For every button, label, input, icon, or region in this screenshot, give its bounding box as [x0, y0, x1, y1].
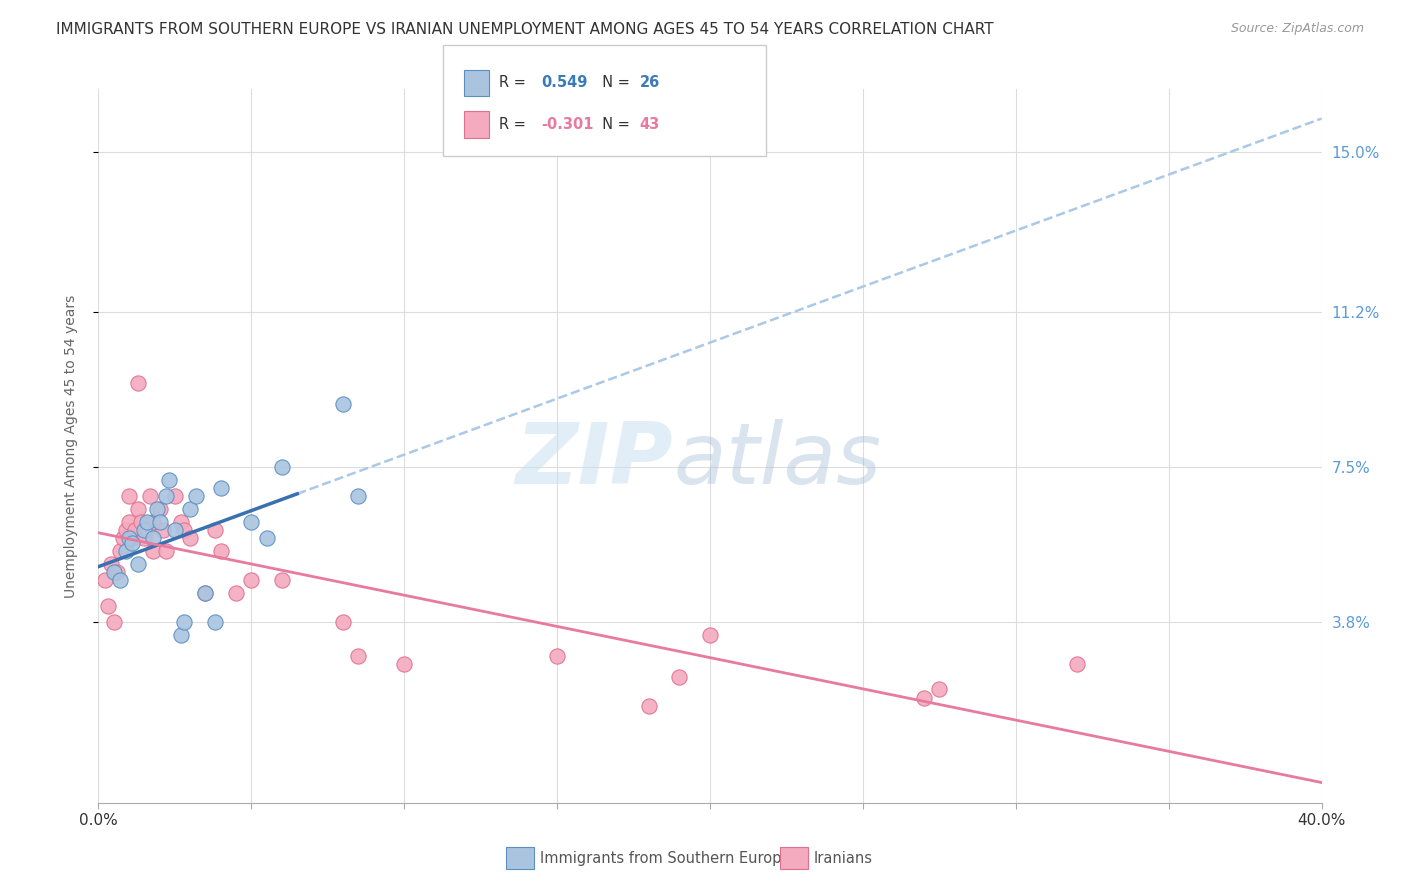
Point — [347, 648, 370, 663]
Text: Immigrants from Southern Europe: Immigrants from Southern Europe — [540, 851, 790, 865]
Point — [240, 515, 263, 529]
Point — [127, 502, 149, 516]
Point — [256, 532, 278, 546]
Point — [163, 523, 186, 537]
Point — [129, 515, 152, 529]
Point — [124, 523, 146, 537]
Point — [121, 532, 143, 546]
Point — [179, 532, 201, 546]
Point — [115, 523, 138, 537]
Point — [145, 502, 167, 516]
Point — [204, 523, 226, 537]
Point — [347, 489, 370, 503]
Point — [270, 574, 292, 588]
Point — [108, 544, 131, 558]
Point — [155, 489, 177, 503]
Point — [204, 615, 226, 630]
Point — [699, 628, 721, 642]
Point — [637, 699, 661, 714]
Text: 43: 43 — [640, 118, 659, 132]
Point — [209, 481, 232, 495]
Point — [121, 535, 143, 549]
Point — [332, 397, 354, 411]
Point — [173, 523, 195, 537]
Point — [100, 557, 122, 571]
Point — [97, 599, 120, 613]
Point — [392, 657, 416, 672]
Point — [103, 565, 125, 579]
Point — [118, 515, 141, 529]
Point — [240, 574, 263, 588]
Point — [1066, 657, 1088, 672]
Text: ZIP: ZIP — [516, 418, 673, 502]
Point — [136, 523, 159, 537]
Point — [170, 515, 193, 529]
Point — [152, 523, 174, 537]
Text: R =: R = — [499, 76, 530, 90]
Point — [115, 544, 138, 558]
Point — [173, 615, 195, 630]
Point — [142, 544, 165, 558]
Point — [546, 648, 568, 663]
Text: N =: N = — [593, 118, 636, 132]
Text: atlas: atlas — [673, 418, 882, 502]
Point — [118, 489, 141, 503]
Text: N =: N = — [593, 76, 636, 90]
Point — [136, 515, 159, 529]
Point — [108, 574, 131, 588]
Point — [163, 489, 186, 503]
Point — [142, 515, 165, 529]
Point — [155, 544, 177, 558]
Point — [186, 489, 208, 503]
Point — [111, 532, 134, 546]
Text: 0.549: 0.549 — [541, 76, 588, 90]
Point — [127, 557, 149, 571]
Text: 26: 26 — [640, 76, 659, 90]
Text: -0.301: -0.301 — [541, 118, 593, 132]
Point — [270, 460, 292, 475]
Point — [170, 628, 193, 642]
Point — [194, 586, 217, 600]
Point — [157, 473, 180, 487]
Point — [912, 690, 935, 705]
Point — [105, 565, 128, 579]
Text: R =: R = — [499, 118, 530, 132]
Point — [194, 586, 217, 600]
Point — [93, 574, 115, 588]
Point — [149, 502, 172, 516]
Point — [179, 502, 201, 516]
Point — [118, 532, 141, 546]
Point — [332, 615, 354, 630]
Point — [142, 532, 165, 546]
Point — [103, 615, 125, 630]
Point — [928, 682, 950, 697]
Point — [134, 532, 156, 546]
Y-axis label: Unemployment Among Ages 45 to 54 years: Unemployment Among Ages 45 to 54 years — [63, 294, 77, 598]
Point — [668, 670, 690, 684]
Text: IMMIGRANTS FROM SOUTHERN EUROPE VS IRANIAN UNEMPLOYMENT AMONG AGES 45 TO 54 YEAR: IMMIGRANTS FROM SOUTHERN EUROPE VS IRANI… — [56, 22, 994, 37]
Point — [127, 376, 149, 390]
Point — [209, 544, 232, 558]
Text: Source: ZipAtlas.com: Source: ZipAtlas.com — [1230, 22, 1364, 36]
Point — [225, 586, 247, 600]
Point — [149, 515, 172, 529]
Text: Iranians: Iranians — [814, 851, 873, 865]
Point — [139, 489, 162, 503]
Point — [134, 523, 156, 537]
